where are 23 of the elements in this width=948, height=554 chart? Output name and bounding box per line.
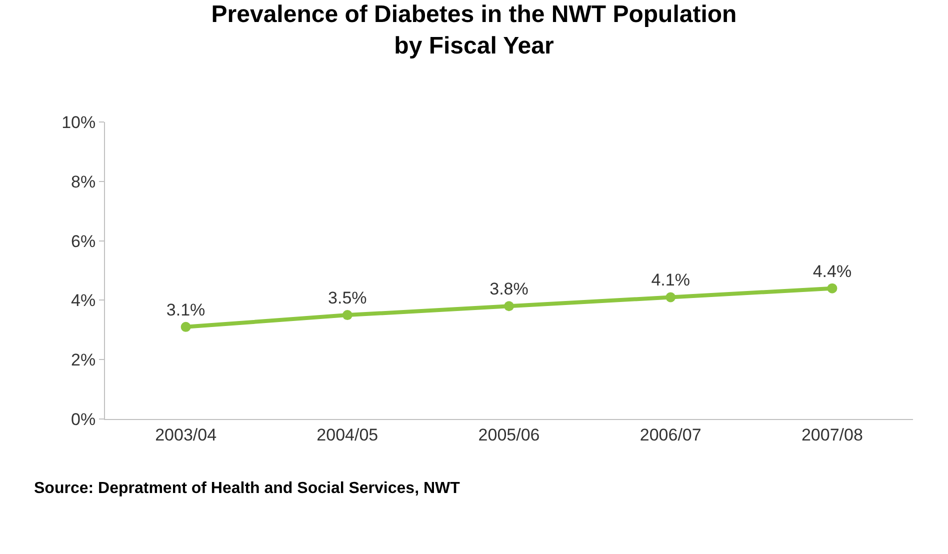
data-label: 3.1% (166, 300, 206, 320)
y-tick-label: 4% (71, 291, 96, 310)
point (504, 301, 514, 312)
y-tick-label: 6% (71, 232, 96, 251)
data-label: 4.4% (812, 262, 852, 281)
x-tick-label: 2005/06 (478, 425, 540, 444)
point (666, 292, 676, 302)
data-label: 3.8% (490, 280, 528, 299)
y-tick-label: 8% (71, 172, 96, 192)
y-tick-label: 10% (62, 112, 96, 132)
point (342, 310, 352, 320)
x-tick-label: 2003/04 (155, 425, 217, 444)
x-tick-label: 2004/05 (316, 425, 378, 444)
y-tick-label: 2% (71, 350, 96, 370)
data-label: 4.1% (651, 270, 690, 290)
x-tick-label: 2006/07 (640, 425, 702, 444)
data-label: 3.5% (328, 288, 367, 308)
point (180, 322, 191, 332)
source-note: Source: Depratment of Health and Social Services, NWT (34, 480, 460, 497)
chart-title: Prevalence of Diabetes in the NWT Population by Fiscal Year (211, 1, 737, 60)
y-tick-label: 0% (71, 410, 96, 429)
point (827, 283, 838, 294)
x-tick-label: 2007/08 (801, 425, 863, 444)
